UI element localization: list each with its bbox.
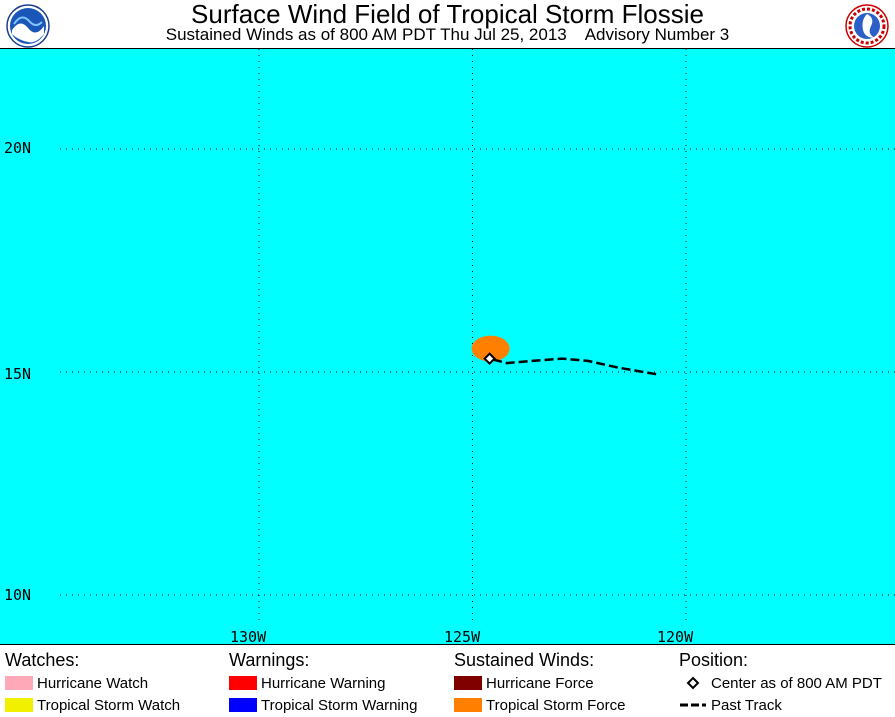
map-area: 20N 15N 10N 130W 125W 120W (0, 48, 895, 645)
hurricane-warning-swatch (229, 676, 257, 691)
past-track (489, 357, 657, 376)
legend-watches-heading: Watches: (5, 650, 80, 670)
map-title: Surface Wind Field of Tropical Storm Flo… (191, 0, 704, 29)
storm-center-diamond (483, 352, 496, 366)
legend-item-hurricane-watch: Hurricane Watch (5, 673, 180, 695)
legend-item-hurricane-force: Hurricane Force (454, 673, 625, 695)
legend-item-tropical-storm-warning: Tropical Storm Warning (229, 695, 417, 717)
map-subtitle: Sustained Winds as of 800 AM PDT Thu Jul… (165, 25, 730, 44)
past-track-line (489, 357, 657, 376)
legend: Watches: Hurricane Watch Tropical Storm … (0, 645, 895, 716)
noaa-logo (6, 4, 50, 48)
legend-label: Hurricane Watch (37, 675, 149, 692)
legend-position: Position: Center as of 800 AM PDT Past T… (679, 649, 882, 717)
legend-label: Hurricane Force (486, 675, 594, 692)
legend-label: Tropical Storm Force (486, 697, 626, 714)
legend-label: Tropical Storm Warning (261, 697, 418, 714)
legend-item-center: Center as of 800 AM PDT (679, 673, 882, 695)
tropical-storm-force-area (471, 335, 510, 362)
storm-center (483, 352, 496, 366)
legend-sustained-winds: Sustained Winds: Hurricane Force Tropica… (454, 649, 625, 717)
legend-watches: Watches: Hurricane Watch Tropical Storm … (5, 649, 180, 717)
tropical-storm-warning-swatch (229, 698, 257, 713)
diamond-icon (686, 676, 700, 690)
legend-warnings: Warnings: Hurricane Warning Tropical Sto… (229, 649, 417, 717)
map-canvas (60, 49, 895, 624)
tropical-storm-force-swatch (454, 698, 482, 713)
legend-item-past-track: Past Track (679, 695, 882, 717)
lat-label-15n: 15N (4, 365, 32, 383)
hurricane-watch-swatch (5, 676, 33, 691)
hurricane-force-swatch (454, 676, 482, 691)
legend-label: Hurricane Warning (261, 675, 386, 692)
lat-label-20n: 20N (4, 139, 32, 157)
dashed-line-icon (680, 703, 706, 707)
legend-label: Tropical Storm Watch (37, 697, 181, 714)
national-weather-service-logo (845, 4, 889, 48)
legend-item-tropical-storm-force: Tropical Storm Force (454, 695, 625, 717)
legend-warnings-heading: Warnings: (229, 650, 310, 670)
legend-item-hurricane-warning: Hurricane Warning (229, 673, 417, 695)
graticule (60, 49, 895, 624)
tropical-storm-watch-swatch (5, 698, 33, 713)
wind-field (471, 335, 510, 362)
lon-label-125w: 125W (444, 628, 481, 645)
legend-item-tropical-storm-watch: Tropical Storm Watch (5, 695, 180, 717)
legend-position-heading: Position: (679, 650, 749, 670)
header: Surface Wind Field of Tropical Storm Flo… (0, 0, 895, 48)
legend-winds-heading: Sustained Winds: (454, 650, 595, 670)
lat-label-10n: 10N (4, 586, 32, 604)
legend-label: Center as of 800 AM PDT (711, 675, 882, 692)
lon-label-120w: 120W (657, 628, 694, 645)
legend-label: Past Track (711, 697, 782, 714)
lon-label-130w: 130W (230, 628, 267, 645)
